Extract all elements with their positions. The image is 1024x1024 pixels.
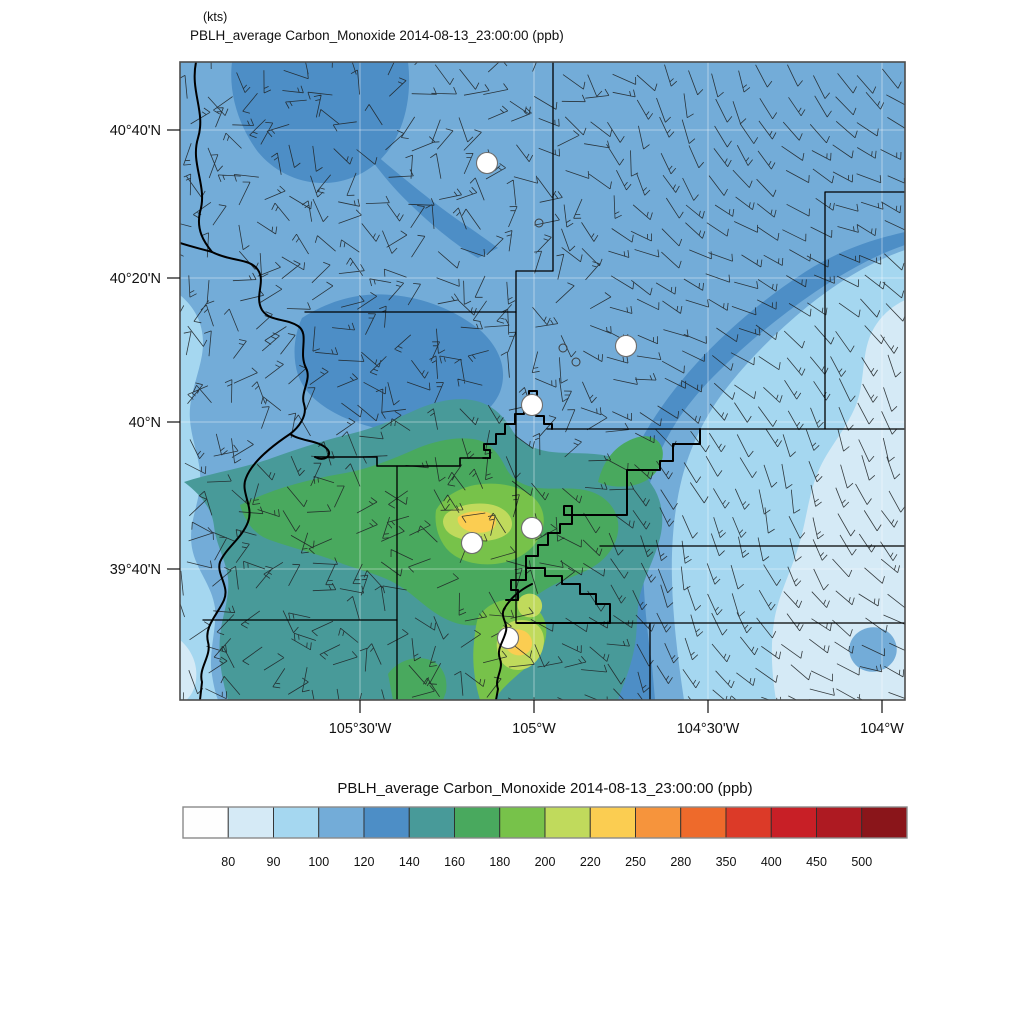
co-region-yellow-green-dot (517, 593, 543, 618)
colorbar-tick-label: 350 (716, 855, 737, 869)
lat-tick-label: 39°40'N (110, 562, 161, 578)
map-frame (179, 61, 906, 701)
colorbar-tick-label: 220 (580, 855, 601, 869)
wavy-river-south (495, 583, 533, 700)
boundaries (180, 62, 905, 700)
lat-tick-label: 40°N (129, 415, 161, 431)
colorbar-tick-label: 120 (354, 855, 375, 869)
lat-tick-label: 40°20'N (110, 271, 161, 287)
lon-tick-label: 105°30'W (329, 721, 392, 737)
lon-tick-label: 104°W (860, 721, 904, 737)
station-marker (520, 516, 544, 540)
colorbar-cell (454, 806, 501, 839)
colorbar-cell (318, 806, 365, 839)
colorbar: 80 90 100 120 140 160 180 200 220 250 280 350 400 450… (182, 806, 908, 869)
colorbar-cell (589, 806, 636, 839)
county-line-jeffco-notch (314, 456, 484, 467)
colorbar-tick-label: 160 (444, 855, 465, 869)
colorbar-tick-label: 90 (267, 855, 281, 869)
wavy-left-edge-branch (180, 242, 213, 253)
colorbar-cell (363, 806, 410, 839)
axes: 40°40'N 40°20'N 40°N 39°40'N 105°30'W 105°W 10… (110, 123, 904, 737)
colorbar-tick-label: 450 (806, 855, 827, 869)
co-region-medium-spot-bottom-right (849, 627, 897, 672)
station-marker (460, 531, 484, 555)
co-region-pale-bottom-left-corner (180, 640, 197, 700)
colorbar-tick-label: 250 (625, 855, 646, 869)
colorbar-cell (408, 806, 455, 839)
wavy-divide-north (193, 62, 213, 253)
denver-jagged-east (505, 428, 701, 601)
lon-tick-label: 105°W (512, 721, 556, 737)
colorbar-cell (182, 806, 229, 839)
small-contour-circle (534, 218, 544, 228)
co-region-green-arm-bottom (388, 658, 447, 700)
colorbar-title: PBLH_average Carbon_Monoxide 2014-08-13_… (337, 780, 753, 797)
county-line-northeast-corner (824, 191, 905, 430)
station-marker (475, 151, 499, 175)
colorbar-tick-label: 100 (308, 855, 329, 869)
colorbar-cell (816, 806, 863, 839)
colorbar-tick-label: 280 (670, 855, 691, 869)
colorbar-tick-label: 400 (761, 855, 782, 869)
colorbar-tick-label: 80 (221, 855, 235, 869)
county-line-vertical-north (515, 62, 554, 431)
small-contour-circle (558, 343, 568, 353)
colorbar-cell (273, 806, 320, 839)
colorbar-tick-label: 180 (489, 855, 510, 869)
plot-title: PBLH_average Carbon_Monoxide 2014-08-13_… (190, 28, 564, 43)
colorbar-cell (227, 806, 274, 839)
station-marker (614, 334, 638, 358)
colorbar-tick-label: 500 (851, 855, 872, 869)
colorbar-cell (861, 806, 908, 839)
co-region-green-arm-northeast (598, 436, 663, 487)
wind-barbs (180, 62, 905, 700)
co-region-green-region (240, 438, 619, 626)
co-region-yellow-spot-west (457, 511, 496, 533)
wind-units-label: (kts) (203, 10, 228, 24)
colorbar-cell (635, 806, 682, 839)
colorbar-tick-label: 140 (399, 855, 420, 869)
colorbar-tick-label: 200 (535, 855, 556, 869)
colorbar-cell (725, 806, 772, 839)
colorbar-cell (770, 806, 817, 839)
station-marker (520, 393, 544, 417)
station-marker (496, 626, 520, 650)
denver-jagged-south (516, 567, 611, 624)
colorbar-cell (680, 806, 727, 839)
colorbar-border (182, 806, 908, 839)
small-contour-circle (571, 357, 581, 367)
co-region-dark-blue-northwest-blob (231, 62, 410, 184)
colorbar-cell (499, 806, 546, 839)
colorbar-cell (544, 806, 591, 839)
wavy-east-branch (289, 433, 330, 460)
map-area (180, 62, 905, 700)
lat-tick-label: 40°40'N (110, 123, 161, 139)
lon-tick-label: 104°30'W (677, 721, 740, 737)
